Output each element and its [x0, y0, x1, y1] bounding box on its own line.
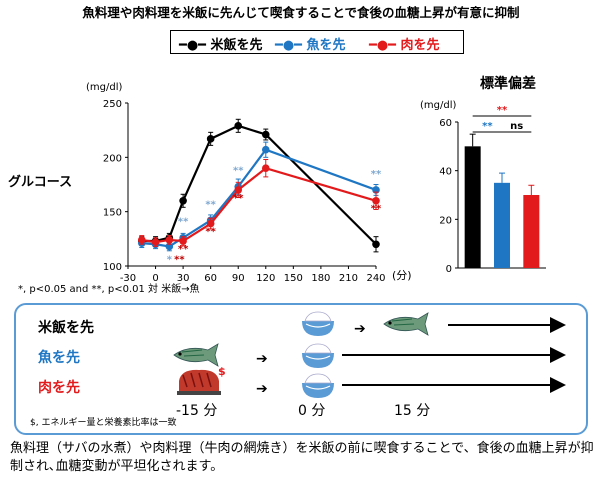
- significance-label: ns: [510, 121, 523, 132]
- significance-mark-fish: **: [233, 166, 244, 177]
- x-unit-label: (分): [392, 269, 412, 282]
- significance-mark-meat: **: [174, 254, 185, 265]
- rice-bowl-icon: [301, 373, 335, 399]
- protocol-label-meat: 肉を先: [38, 380, 80, 396]
- x-tick-label: -30: [120, 273, 136, 284]
- significance-mark-meat: **: [178, 244, 189, 255]
- significance-label: **: [497, 105, 508, 116]
- significance-mark-fish: *: [167, 254, 173, 265]
- x-tick-label: 90: [232, 273, 245, 284]
- data-point: [261, 145, 270, 154]
- data-point: [261, 130, 270, 139]
- significance-mark-meat: **: [233, 193, 244, 204]
- data-point: [165, 236, 174, 244]
- chart-legend: ━●━ 米飯を先 ━●━ 魚を先 ━●━ 肉を先: [170, 30, 464, 54]
- data-point: [179, 197, 187, 205]
- caption-text: 魚料理（サバの水煮）や肉料理（牛肉の網焼き）を米飯の前に喫食することで、食後の血…: [10, 441, 594, 474]
- x-tick-label: 210: [339, 273, 358, 284]
- data-point: [206, 135, 215, 143]
- x-tick-label: 120: [256, 273, 275, 284]
- x-tick-label: 30: [177, 273, 190, 284]
- bar-0: [464, 146, 481, 268]
- legend-label-meat: 肉を先: [400, 38, 440, 53]
- arrow-icon: ➔: [256, 351, 268, 367]
- series-line-2: [141, 166, 377, 244]
- series-line-1: [141, 148, 377, 248]
- x-tick-label: 240: [366, 273, 385, 284]
- rice-bowl-icon: [301, 311, 335, 337]
- significance-mark-fish: **: [205, 199, 216, 210]
- y-tick-label: 200: [103, 153, 122, 164]
- x-tick-label: 60: [204, 273, 217, 284]
- significance-label: **: [482, 121, 493, 132]
- legend-label-fish: 魚を先: [306, 38, 346, 53]
- y-tick-label: 150: [103, 208, 122, 219]
- bar-y-tick-label: 20: [439, 215, 452, 226]
- arrow-icon: ➔: [256, 381, 268, 397]
- bar-y-unit-label: (mg/dl): [420, 100, 456, 111]
- protocol-note: $, エネルギー量と栄養素比率は一致: [30, 416, 176, 428]
- significance-mark-meat: **: [205, 226, 216, 237]
- bar-1: [494, 182, 510, 268]
- data-point: [151, 238, 160, 246]
- dollar-mark: $: [218, 365, 226, 378]
- x-tick-label: 180: [311, 273, 330, 284]
- fish-icon: [383, 312, 429, 336]
- legend-marker-fish: ━●━: [275, 38, 302, 53]
- protocol-label-fish: 魚を先: [38, 350, 80, 366]
- y-axis-label: グルコース: [8, 174, 72, 190]
- data-point: [137, 236, 146, 244]
- bar-y-tick-label: 0: [446, 264, 452, 275]
- data-point: [179, 237, 187, 245]
- rice-bowl-icon: [301, 343, 335, 369]
- significance-mark-fish: **: [178, 217, 189, 228]
- data-point: [372, 197, 380, 205]
- legend-item-fish: ━●━ 魚を先: [275, 34, 346, 53]
- y-tick-label: 250: [103, 99, 122, 110]
- legend-label-rice: 米飯を先: [210, 38, 263, 53]
- data-point: [234, 122, 243, 130]
- time-label-minus15: -15 分: [176, 403, 217, 419]
- meat-icon: [177, 369, 221, 395]
- y-unit-label: (mg/dl): [86, 82, 122, 93]
- data-point: [234, 186, 243, 194]
- significance-mark-fish: **: [371, 169, 382, 180]
- x-tick-label: 0: [152, 273, 158, 284]
- data-point: [261, 164, 270, 172]
- data-point: [206, 219, 215, 228]
- time-label-15: 15 分: [394, 403, 430, 419]
- page-title: 魚料理や肉料理を米飯に先んじて喫食することで食後の血糖上昇が有意に抑制: [82, 5, 520, 20]
- bar-2: [523, 195, 540, 268]
- protocol-panel: 米飯を先 魚を先 肉を先 ➔ ➔: [14, 303, 588, 435]
- fish-icon: [173, 343, 219, 367]
- significance-mark-meat: **: [371, 204, 382, 215]
- glucose-line-chart: (mg/dl) グルコース (分) 100 150 200 250 -30 0 30 60 90…: [8, 82, 412, 284]
- x-tick-label: 150: [284, 273, 303, 284]
- time-label-0: 0 分: [298, 403, 325, 419]
- bar-chart-title: 標準偏差: [480, 75, 536, 92]
- y-tick-label: 100: [103, 262, 122, 273]
- legend-item-rice: ━●━ 米飯を先: [179, 34, 263, 53]
- protocol-label-rice: 米飯を先: [38, 320, 94, 336]
- bar-y-tick-label: 40: [439, 167, 452, 178]
- legend-item-meat: ━●━ 肉を先: [369, 34, 440, 53]
- protocol-diagram: ➔ ➔ $ ➔ -15 分 0 分 15 分 $, エネルギー量と栄養素比率は一…: [30, 311, 566, 428]
- arrow-icon: ➔: [354, 321, 366, 337]
- data-point: [372, 240, 380, 249]
- legend-marker-meat: ━●━: [369, 38, 396, 53]
- legend-marker-rice: ━●━: [179, 38, 206, 53]
- bar-y-tick-label: 60: [439, 118, 452, 129]
- chart-footnote: *, p<0.05 and **, p<0.01 対 米飯→魚: [18, 284, 200, 295]
